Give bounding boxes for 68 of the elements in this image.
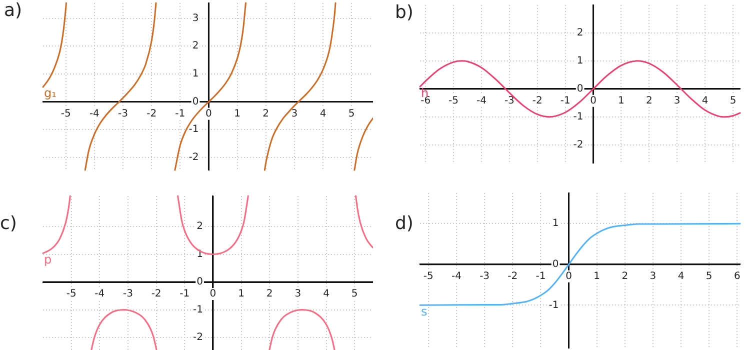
x-tick-label: -2	[508, 270, 518, 282]
chart-title: a)	[4, 0, 22, 21]
x-tick-label: 4	[320, 108, 326, 120]
x-tick-label: -1	[180, 288, 190, 300]
x-tick-label: 2	[646, 95, 652, 106]
y-tick-label: 3	[192, 12, 199, 24]
x-tick-label: -5	[66, 288, 76, 300]
x-tick-label: -5	[423, 270, 434, 282]
x-tick-label: 0	[566, 270, 572, 282]
x-tick-label: -6	[420, 95, 431, 106]
x-tick-label: -3	[504, 95, 514, 106]
series-label: g₁	[44, 86, 57, 100]
y-tick-label: 1	[576, 56, 584, 67]
text: c)	[0, 213, 17, 234]
x-tick-label: -3	[118, 108, 128, 120]
x-tick-label: 3	[674, 95, 680, 106]
y-tick-label: 2	[576, 28, 584, 39]
x-tick-label: -1	[536, 270, 546, 282]
y-tick-label: -1	[548, 300, 559, 311]
x-tick-label: -4	[94, 288, 105, 300]
x-tick-label: -5	[60, 108, 71, 120]
y-tick-label: 1	[552, 218, 559, 230]
y-tick-label: 2	[192, 40, 199, 52]
x-tick-label: 2	[262, 108, 270, 120]
x-tick-label: -1	[560, 95, 570, 106]
y-tick-label: -1	[192, 304, 203, 316]
x-tick-label: 5	[348, 108, 355, 120]
y-tick-label: -2	[188, 152, 199, 164]
y-tick-label: -2	[192, 332, 203, 344]
x-tick-label: -1	[175, 108, 186, 120]
x-tick-label: 1	[238, 288, 244, 300]
x-tick-label: -2	[151, 288, 162, 300]
x-tick-label: -2	[146, 108, 157, 120]
x-tick-label: 2	[266, 288, 273, 300]
x-tick-label: 1	[234, 108, 240, 120]
x-tick-label: -4	[452, 270, 462, 282]
y-tick-label: -1	[188, 124, 199, 136]
y-tick-label: 2	[196, 221, 203, 232]
x-tick-label: -3	[480, 270, 490, 282]
y-tick-label: 1	[192, 68, 199, 80]
x-tick-label: 0	[210, 288, 216, 300]
series-label: s	[421, 304, 428, 318]
x-tick-label: 1	[618, 95, 624, 106]
x-tick-label: 1	[594, 270, 600, 282]
x-tick-label: 4	[678, 270, 684, 282]
x-tick-label: 6	[734, 270, 740, 282]
x-tick-label: 5	[351, 288, 358, 300]
x-tick-label: 2	[622, 270, 628, 282]
x-tick-label: 0	[206, 108, 212, 120]
x-tick-label: 3	[650, 270, 656, 282]
y-tick-label: -2	[573, 139, 584, 150]
y-tick-label: 0	[552, 258, 559, 270]
x-tick-label: -2	[532, 95, 542, 106]
x-tick-label: -4	[476, 95, 486, 106]
x-tick-label: 3	[291, 108, 298, 120]
x-tick-label: 4	[702, 95, 708, 106]
x-tick-label: 5	[706, 270, 712, 282]
series-label: p	[44, 252, 52, 266]
y-tick-label: 0	[576, 83, 584, 94]
x-tick-label: -5	[448, 95, 459, 106]
x-tick-label: -3	[122, 288, 133, 300]
text: d)	[395, 213, 414, 234]
x-tick-label: 4	[323, 288, 330, 300]
x-tick-label: 3	[294, 288, 302, 300]
chart-title: b)	[395, 2, 414, 23]
x-tick-label: 5	[730, 95, 736, 106]
x-tick-label: -4	[89, 108, 100, 120]
x-tick-label: 0	[590, 95, 596, 106]
